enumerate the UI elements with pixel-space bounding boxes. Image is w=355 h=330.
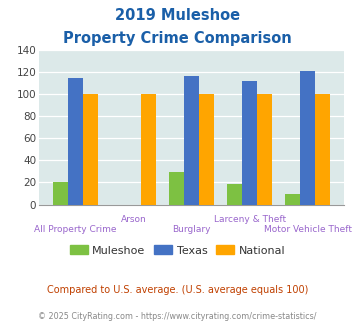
Bar <box>285 193 300 205</box>
Text: Burglary: Burglary <box>173 224 211 234</box>
Bar <box>227 183 242 205</box>
Bar <box>242 81 257 205</box>
Text: All Property Crime: All Property Crime <box>34 224 117 234</box>
Bar <box>257 94 272 205</box>
Text: Arson: Arson <box>121 214 147 223</box>
Bar <box>199 94 214 205</box>
Legend: Muleshoe, Texas, National: Muleshoe, Texas, National <box>66 241 289 260</box>
Bar <box>184 76 199 205</box>
Bar <box>68 78 83 205</box>
Bar <box>83 94 98 205</box>
Bar <box>169 173 184 205</box>
Text: Motor Vehicle Theft: Motor Vehicle Theft <box>264 224 352 234</box>
Bar <box>53 182 68 205</box>
Bar <box>315 94 331 205</box>
Text: 2019 Muleshoe: 2019 Muleshoe <box>115 8 240 23</box>
Bar <box>141 94 156 205</box>
Bar <box>300 71 315 205</box>
Text: Larceny & Theft: Larceny & Theft <box>214 214 286 223</box>
Text: Property Crime Comparison: Property Crime Comparison <box>63 31 292 46</box>
Text: © 2025 CityRating.com - https://www.cityrating.com/crime-statistics/: © 2025 CityRating.com - https://www.city… <box>38 312 317 321</box>
Text: Compared to U.S. average. (U.S. average equals 100): Compared to U.S. average. (U.S. average … <box>47 285 308 295</box>
